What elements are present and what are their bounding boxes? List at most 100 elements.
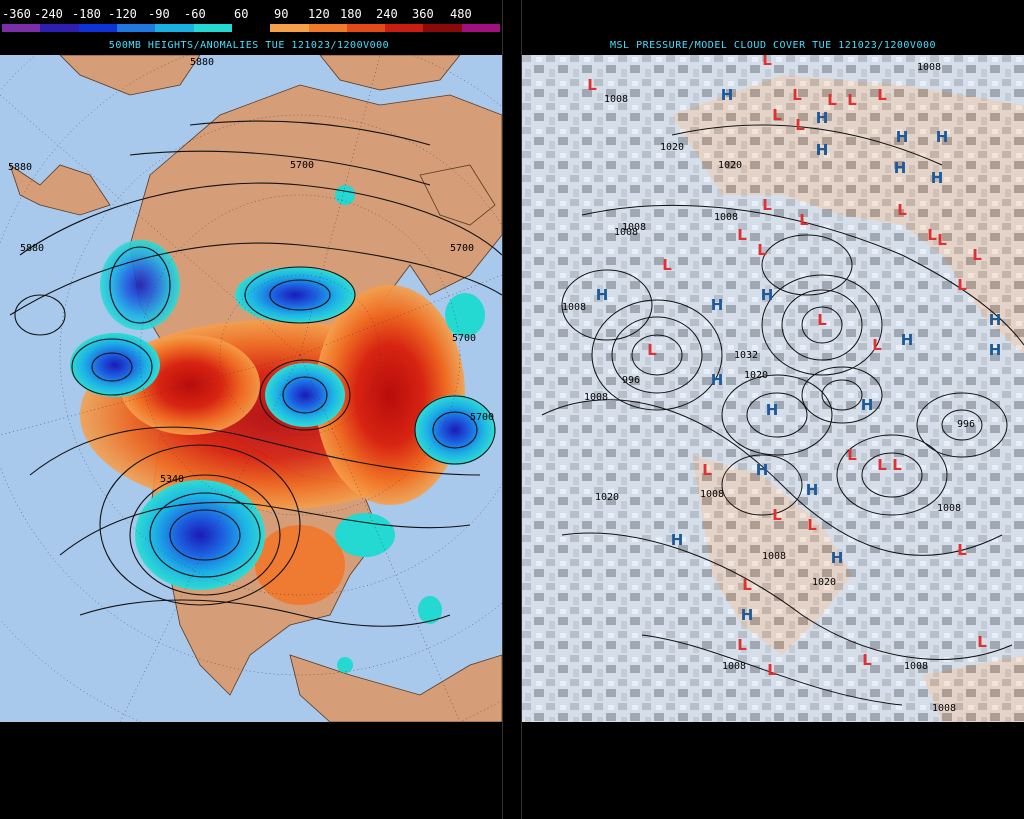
low-pressure-marker: L [767,661,777,679]
high-pressure-marker: H [721,86,734,104]
low-pressure-marker: L [957,541,967,559]
low-pressure-marker: L [647,341,657,359]
contour-label: 5880 [190,57,214,68]
scale-swatch [193,24,232,32]
low-pressure-marker: L [937,231,947,249]
pressure-label: 1008 [917,62,941,73]
height-contours [9,120,502,627]
pressure-label: 1008 [762,551,786,562]
high-pressure-marker: H [936,128,949,146]
low-pressure-marker: L [817,311,827,329]
contour-label: 5880 [8,162,32,173]
scale-swatch [78,24,117,32]
low-pressure-marker: L [957,276,967,294]
height-anomaly-map: 5880 5880 5880 5700 5700 5700 5700 5340 [0,55,502,722]
high-pressure-marker: H [711,371,724,389]
low-pressure-marker: L [972,246,982,264]
scale-swatch [346,24,386,32]
low-pressure-marker: L [662,256,672,274]
contour-label: 5700 [290,160,314,171]
pressure-labels: 1008 1008 1020 1020 1008 1008 1032 1020 … [562,62,975,714]
isobars [541,124,1024,706]
pressure-label: 1008 [562,302,586,313]
scale-swatch [385,24,424,32]
high-pressure-marker: H [894,159,907,177]
low-pressure-marker: L [897,201,907,219]
low-pressure-marker: L [847,446,857,464]
scale-label: 240 [376,7,398,21]
pressure-label: 1020 [718,160,742,171]
low-pressure-marker: L [807,516,817,534]
pressure-label: 1008 [614,227,638,238]
pressure-label: 1020 [744,370,768,381]
pressure-label: 1008 [904,661,928,672]
scale-label: 60 [234,7,249,21]
low-pressure-marker: L [772,506,782,524]
cloud-cover [522,55,1024,722]
pressure-label: 1008 [714,212,738,223]
low-pressure-marker: L [757,241,767,259]
low-pressure-marker: L [742,576,752,594]
low-pressure-marker: L [587,76,597,94]
low-pressure-marker: L [872,336,882,354]
scale-swatch [155,24,194,32]
scale-swatch [423,24,462,32]
pressure-label: 1008 [937,503,961,514]
pressure-label: 1008 [604,94,628,105]
scale-label: -60 [184,7,206,21]
high-pressure-marker: H [896,128,909,146]
scale-label: -360 [2,7,31,21]
pressure-label: 1020 [812,577,836,588]
pressure-label: 1008 [622,222,646,233]
high-pressure-marker: H [711,296,724,314]
scale-label: 90 [274,7,289,21]
scale-label: -120 [108,7,137,21]
scale-swatch [40,24,79,32]
pressure-label: 996 [622,375,640,386]
scale-swatch [461,24,501,32]
high-pressure-marker: H [931,169,944,187]
pressure-label: 1020 [595,492,619,503]
high-pressure-marker: H [989,341,1002,359]
low-pressure-marker: L [762,196,772,214]
high-pressure-marker: H [989,311,1002,329]
high-pressure-marker: H [901,331,914,349]
right-panel-title: MSL PRESSURE/MODEL CLOUD COVER TUE 12102… [609,40,937,51]
low-pressure-marker: L [877,86,887,104]
pressure-label: 1020 [660,142,684,153]
scale-label: 180 [340,7,362,21]
low-pressure-marker: L [877,456,887,474]
pressure-label: 1008 [700,489,724,500]
high-pressure-marker: H [766,401,779,419]
scale-swatch [308,24,347,32]
scale-swatch [231,24,271,32]
high-pressure-marker: H [761,286,774,304]
contour-label: 5880 [20,243,44,254]
scale-label: 120 [308,7,330,21]
high-pressure-marker: H [816,141,829,159]
scale-swatch [116,24,156,32]
scale-label: -240 [34,7,63,21]
contour-label: 5700 [450,243,474,254]
high-pressure-marker: H [816,141,829,159]
high-pressure-marker: H [756,461,769,479]
panel-divider [502,0,522,819]
low-pressure-marker: L [862,651,872,669]
high-pressure-marker: H [816,109,829,127]
pressure-label: 1032 [734,350,758,361]
scale-label: -180 [72,7,101,21]
high-pressure-marker: H [831,549,844,567]
left-panel-title: 500MB HEIGHTS/ANOMALIES TUE 121023/1200V… [108,40,390,51]
pressure-label: 1008 [584,392,608,403]
low-pressure-marker: L [772,106,782,124]
pressure-label: 996 [957,419,975,430]
height-anomaly-panel: -360 -240 -180 -120 -90 -60 60 90 120 180 240 360 48… [0,0,502,819]
low-pressure-marker: L [792,86,802,104]
low-pressure-marker: L [702,461,712,479]
contour-labels: 5880 5880 5880 5700 5700 5700 5700 5340 [8,57,494,485]
contour-label: 5700 [470,412,494,423]
scale-swatch [2,24,41,32]
low-pressure-marker: L [795,116,805,134]
high-pressure-marker: H [806,481,819,499]
scale-label: -90 [148,7,170,21]
